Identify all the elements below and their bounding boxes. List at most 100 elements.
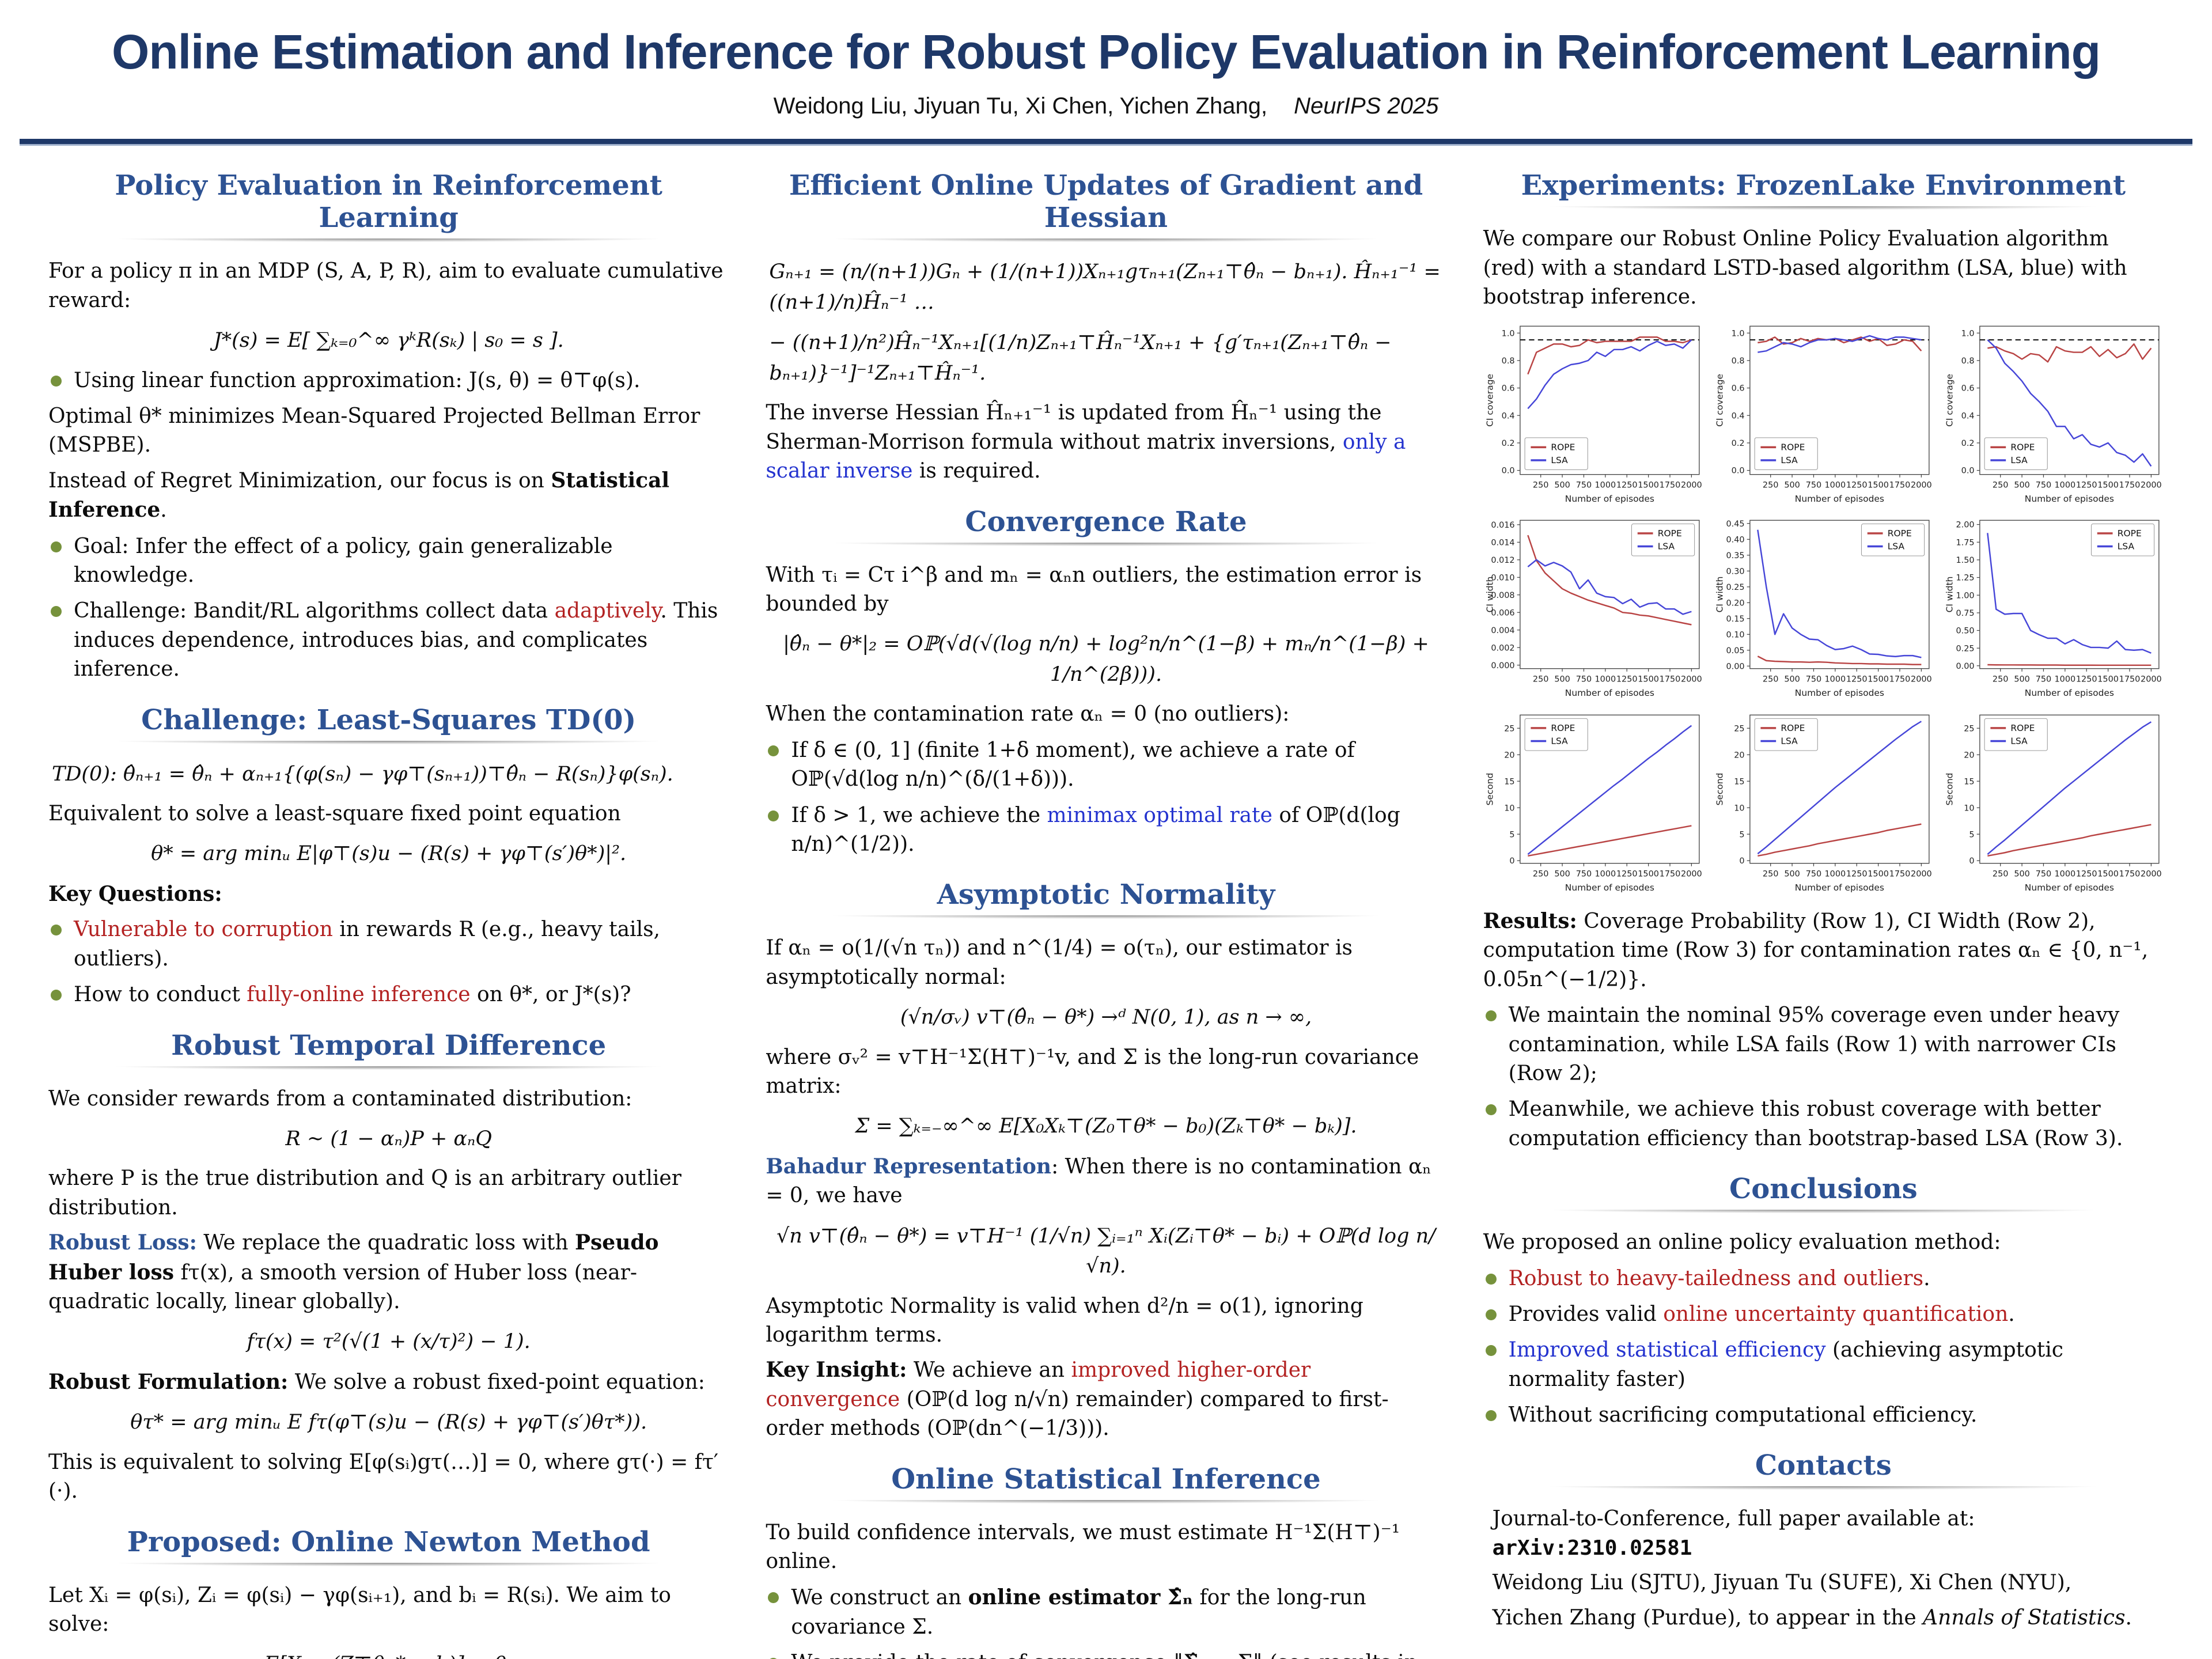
svg-text:10: 10 [1734, 804, 1744, 813]
svg-text:15: 15 [1734, 777, 1744, 786]
highlight-bold: Pseudo Huber loss [48, 1230, 659, 1285]
svg-text:CI width: CI width [1484, 577, 1495, 613]
highlight-blue: minimax optimal rate [1047, 803, 1272, 827]
paragraph: For a policy π in an MDP (S, A, P, R), a… [48, 259, 724, 312]
svg-text:1500: 1500 [2097, 480, 2119, 490]
text-run: (Oℙ(d log n/√n) remainder) compared to f… [766, 1387, 1389, 1441]
paragraph: where P is the true distribution and Q i… [48, 1166, 681, 1219]
svg-text:20: 20 [1734, 751, 1744, 760]
svg-text:2.00: 2.00 [1956, 521, 1974, 530]
svg-text:750: 750 [1575, 480, 1592, 490]
svg-text:1500: 1500 [2097, 675, 2119, 684]
svg-text:1.0: 1.0 [1501, 329, 1514, 338]
paragraph: We proposed an online policy evaluation … [1483, 1230, 2001, 1255]
svg-text:2000: 2000 [1681, 675, 1702, 684]
svg-text:ROPE: ROPE [2010, 442, 2035, 452]
svg-text:1.0: 1.0 [1731, 329, 1744, 338]
section-title: Contacts [1755, 1449, 1892, 1482]
svg-text:0.002: 0.002 [1491, 643, 1514, 653]
svg-text:CI coverage: CI coverage [1714, 374, 1725, 427]
equation-contamination: R ~ (1 − αₙ)P + αₙQ [285, 1127, 492, 1150]
svg-text:750: 750 [1805, 675, 1821, 684]
svg-text:1.75: 1.75 [1956, 538, 1974, 547]
svg-text:2000: 2000 [2141, 869, 2162, 878]
section-title: Asymptotic Normality [937, 878, 1275, 911]
equation-online-hessian: − ((n+1)/n²)Ĥₙ⁻¹Xₙ₊₁[(1/n)Zₙ₊₁⊤Ĥₙ⁻¹Xₙ₊₁ … [769, 331, 1392, 385]
svg-text:0.25: 0.25 [1726, 583, 1744, 592]
text-run: Provides valid [1508, 1302, 1664, 1326]
equation-error-bound: |θ̂ₙ − θ*|₂ = Oℙ(√d(√(log n/n) + log²n/n… [783, 632, 1429, 686]
text-run: Using linear function approximation: J(s… [74, 368, 641, 392]
section-title: Proposed: Online Newton Method [127, 1525, 650, 1558]
svg-text:LSA: LSA [1888, 541, 1905, 552]
svg-text:15: 15 [1964, 777, 1974, 786]
experiment-plots-grid: 0.0 0.2 0.4 0.6 0.8 1.0 250 500 750 1000 1250 1500 1… [1483, 321, 2164, 899]
paragraph: Optimal θ* minimizes Mean-Squared Projec… [48, 404, 700, 457]
svg-text:250: 250 [1763, 869, 1779, 878]
svg-text:0.2: 0.2 [1961, 439, 1975, 448]
svg-text:500: 500 [1784, 869, 1800, 878]
svg-text:Second: Second [1484, 772, 1495, 805]
svg-text:ROPE: ROPE [1657, 528, 1681, 539]
svg-text:2000: 2000 [1911, 869, 1932, 878]
svg-text:1750: 1750 [1659, 480, 1680, 490]
svg-text:1250: 1250 [2076, 480, 2097, 490]
svg-text:500: 500 [1554, 480, 1570, 490]
svg-text:LSA: LSA [1781, 455, 1798, 465]
bullet-efficiency: Meanwhile, we achieve this robust covera… [1483, 1095, 2164, 1153]
section-efficient-updates: Efficient Online Updates of Gradient and… [766, 169, 1446, 486]
svg-text:10: 10 [1964, 804, 1974, 813]
svg-text:1250: 1250 [2076, 869, 2097, 878]
svg-text:ROPE: ROPE [1781, 723, 1805, 733]
section-contacts: Contacts Journal-to-Conference, full pap… [1483, 1449, 2164, 1633]
text-run: We construct an [791, 1586, 968, 1610]
paragraph: Yichen Zhang (Purdue), to appear in the … [1493, 1604, 2164, 1633]
paragraph: where σᵥ² = v⊤H⁻¹Σ(H⊤)⁻¹v, and Σ is the … [766, 1045, 1419, 1098]
text-run: Instead of Regret Minimization, our focu… [48, 468, 551, 493]
svg-text:ROPE: ROPE [1551, 442, 1575, 452]
svg-text:Number of episodes: Number of episodes [1795, 688, 1884, 698]
text-run: . [2125, 1605, 2132, 1630]
paragraph: The inverse Hessian Ĥₙ₊₁⁻¹ is updated fr… [766, 399, 1446, 486]
svg-text:Second: Second [1714, 772, 1725, 805]
svg-text:1000: 1000 [1824, 869, 1846, 878]
highlight-blue: Improved statistical efficiency [1508, 1338, 1826, 1362]
section-least-squares-td0: Challenge: Least-Squares TD(0) TD(0): θ̂… [48, 704, 729, 1010]
svg-text:1500: 1500 [1868, 675, 1889, 684]
section-conclusions: Conclusions We proposed an online policy… [1483, 1173, 2164, 1430]
equation-robust-fixed-point: θτ* = arg minᵤ E fτ(φ⊤(s)u − (R(s) + γφ⊤… [130, 1411, 647, 1434]
section-title: Convergence Rate [965, 505, 1247, 538]
columns: Policy Evaluation in Reinforcement Learn… [0, 144, 2212, 1659]
text-run: is required. [912, 459, 1041, 483]
svg-text:0.25: 0.25 [1956, 644, 1974, 653]
highlight-darkblue: Robust Loss: [48, 1230, 197, 1255]
svg-text:CI coverage: CI coverage [1944, 374, 1955, 427]
equation-normality: (√n/σᵥ) v⊤(θ̂ₙ − θ*) →ᵈ N(0, 1), as n → … [900, 1006, 1312, 1029]
bullet-linear-approx: Using linear function approximation: J(s… [48, 366, 729, 395]
section-asymptotic-normality: Asymptotic Normality If αₙ = o(1/(√n τₙ)… [766, 878, 1446, 1443]
section-experiments: Experiments: FrozenLake Environment We c… [1483, 169, 2164, 1153]
svg-text:ROPE: ROPE [2118, 528, 2142, 539]
section-divider [767, 915, 1445, 921]
column-3: Experiments: FrozenLake Environment We c… [1483, 164, 2164, 1652]
svg-text:0.0: 0.0 [1961, 466, 1975, 475]
section-convergence-rate: Convergence Rate With τᵢ = Cτ i^β and mₙ… [766, 506, 1446, 859]
svg-text:LSA: LSA [2010, 736, 2028, 746]
text-run: in rewards R (e.g., heavy tails, outlier… [74, 918, 660, 971]
svg-text:0.6: 0.6 [1501, 384, 1514, 393]
svg-text:20: 20 [1504, 751, 1514, 760]
paragraph: When the contamination rate αₙ = 0 (no o… [766, 702, 1290, 726]
svg-text:1000: 1000 [1594, 869, 1616, 878]
text-run: How to conduct [74, 983, 247, 1007]
svg-text:2000: 2000 [2141, 480, 2162, 490]
svg-text:0.15: 0.15 [1726, 615, 1744, 624]
highlight-bold: Results: [1483, 909, 1577, 934]
paragraph: Equivalent to solve a least-square fixed… [48, 802, 621, 826]
bullet-online-inference: How to conduct fully-online inference on… [48, 980, 729, 1009]
svg-text:1250: 1250 [1846, 675, 1868, 684]
text-run: We achieve an [907, 1358, 1071, 1382]
highlight-bold: Key Insight: [766, 1358, 907, 1382]
svg-text:1750: 1750 [2119, 675, 2141, 684]
svg-text:LSA: LSA [1551, 455, 1568, 465]
